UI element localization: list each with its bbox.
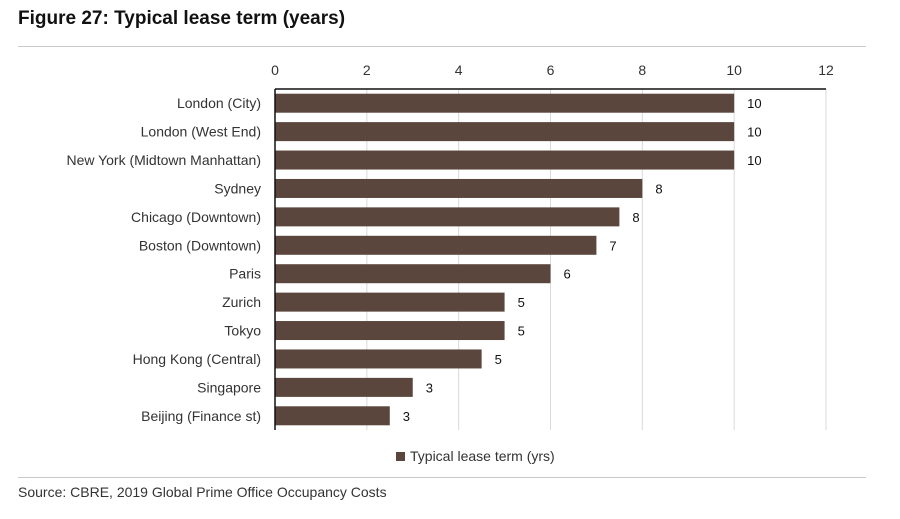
labels: 0 2 4 6 8 10 12 London (City) 10 London (West End… [66,62,834,424]
data-label: 6 [564,267,571,282]
category-label: Tokyo [224,323,261,339]
x-tick-label: 6 [547,62,555,78]
data-label: 10 [747,153,761,168]
bar [275,122,735,142]
category-label: Paris [229,266,261,282]
data-label: 3 [426,380,433,395]
x-tick-label: 12 [818,62,834,78]
x-tick-label: 10 [726,62,742,78]
data-label: 5 [518,324,525,339]
bars [275,93,735,426]
bar [275,207,620,227]
data-label: 8 [655,181,662,196]
category-label: London (City) [177,95,261,111]
data-label: 10 [747,125,761,140]
x-tick-label: 2 [363,62,371,78]
data-label: 3 [403,409,410,424]
bar [275,321,505,341]
category-label: Sydney [214,180,261,196]
data-label: 10 [747,96,761,111]
source-note: Source: CBRE, 2019 Global Prime Office O… [18,484,387,500]
category-label: London (West End) [141,124,261,140]
category-label: Hong Kong (Central) [133,351,261,367]
bar [275,264,551,284]
bar [275,150,735,170]
data-label: 5 [495,352,502,367]
bar [275,178,643,198]
axes [274,88,826,430]
category-label: Chicago (Downtown) [131,209,261,225]
category-label: Singapore [197,379,261,395]
x-tick-label: 4 [455,62,463,78]
category-label: Zurich [222,294,261,310]
bar [275,93,735,113]
data-label: 5 [518,295,525,310]
x-tick-label: 0 [271,62,279,78]
bar [275,235,597,255]
bar [275,406,390,426]
figure-title: Figure 27: Typical lease term (years) [18,8,346,29]
category-label: Boston (Downtown) [139,237,261,253]
legend-swatch [396,451,405,461]
bar [275,292,505,312]
category-label: New York (Midtown Manhattan) [66,152,261,168]
data-label: 8 [632,210,639,225]
bar [275,377,413,397]
grid-lines [366,89,827,430]
top-divider [18,46,866,47]
data-label: 7 [609,238,616,253]
legend: Typical lease term (yrs) [396,448,555,464]
x-tick-label: 8 [638,62,646,78]
bar [275,349,482,369]
legend-label: Typical lease term (yrs) [410,448,555,464]
category-label: Beijing (Finance st) [141,408,261,424]
bottom-divider [18,477,866,478]
